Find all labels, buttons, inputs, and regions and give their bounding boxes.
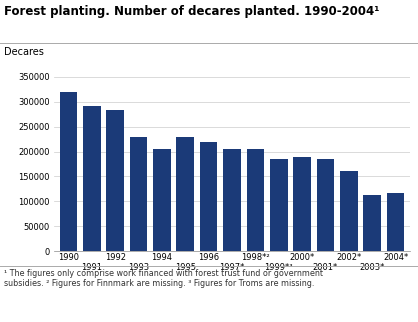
Bar	[176, 137, 194, 251]
Bar	[130, 137, 147, 251]
Bar	[293, 156, 311, 251]
Bar	[60, 92, 77, 251]
Bar	[247, 149, 264, 251]
Bar	[83, 106, 100, 251]
Bar	[364, 195, 381, 251]
Bar	[270, 159, 288, 251]
Bar	[153, 149, 171, 251]
Text: Decares: Decares	[4, 47, 44, 57]
Bar	[387, 193, 404, 251]
Bar	[200, 142, 217, 251]
Text: Forest planting. Number of decares planted. 1990-2004¹: Forest planting. Number of decares plant…	[4, 5, 380, 18]
Text: ¹ The figures only comprise work financed with forest trust fund or government
s: ¹ The figures only comprise work finance…	[4, 269, 323, 288]
Bar	[223, 149, 241, 251]
Bar	[317, 159, 334, 251]
Bar	[340, 171, 358, 251]
Bar	[106, 110, 124, 251]
